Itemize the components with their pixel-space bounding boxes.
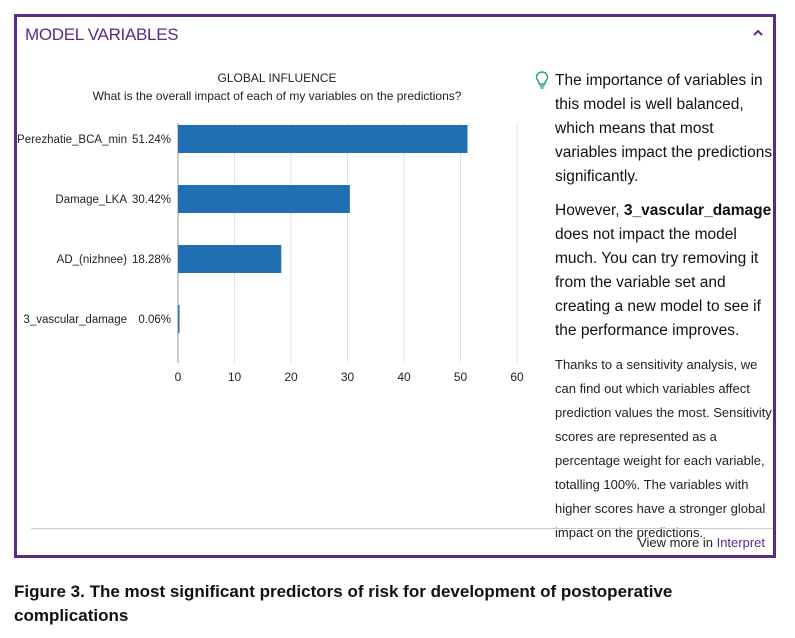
bar [178,245,282,273]
insights-panel: The importance of variables in this mode… [535,69,777,545]
model-variables-panel: MODEL VARIABLES GLOBAL INFLUENCE What is… [14,14,776,558]
x-tick-label: 30 [341,370,355,384]
x-tick-label: 60 [510,370,524,384]
category-label: Perezhatie_BCA_min [17,134,127,146]
bar [178,305,180,333]
chevron-up-icon[interactable] [751,26,765,40]
chart-subtitle: What is the overall impact of each of my… [92,89,462,103]
bar [178,125,468,153]
data-label: 30.42% [132,194,171,206]
data-label: 0.06% [138,314,171,326]
interpret-link[interactable]: Interpret [716,535,765,550]
x-tick-label: 40 [397,370,411,384]
insight-secondary-text: However, 3_vascular_damage does not impa… [555,199,777,343]
figure-caption: Figure 3. The most significant predictor… [14,582,673,625]
x-tick-label: 20 [284,370,298,384]
data-label: 51.24% [132,134,171,146]
chart-title: GLOBAL INFLUENCE [217,71,337,85]
panel-title: MODEL VARIABLES [25,25,179,44]
view-more-label: View more in [638,535,717,550]
footer-divider [31,528,773,529]
category-label: Damage_LKA [55,194,127,206]
view-more-footer: View more in Interpret [638,535,765,550]
global-influence-chart: GLOBAL INFLUENCE What is the overall imp… [17,53,527,403]
x-tick-label: 10 [228,370,242,384]
bar-chart-svg: 0 10 20 30 40 50 60 Perezhatie_BCA_min 51.24% Dam… [17,123,524,384]
bar [178,185,350,213]
insight-main-row: The importance of variables in this mode… [535,69,777,189]
panel-header[interactable]: MODEL VARIABLES [17,17,773,53]
lightbulb-icon [535,71,549,89]
insight-detail-text: Thanks to a sensitivity analysis, we can… [555,357,772,540]
x-tick-label: 50 [454,370,468,384]
category-label: 3_vascular_damage [23,314,127,326]
category-label: AD_(nizhnee) [57,254,127,266]
weak-variable-name: 3_vascular_damage [623,202,772,219]
insight-second-prefix: However, [555,202,624,219]
data-label: 18.28% [132,254,171,266]
insight-second-suffix: does not impact the model much. You can … [555,226,761,339]
insight-main-text: The importance of variables in this mode… [555,72,773,185]
x-tick-label: 0 [175,370,182,384]
